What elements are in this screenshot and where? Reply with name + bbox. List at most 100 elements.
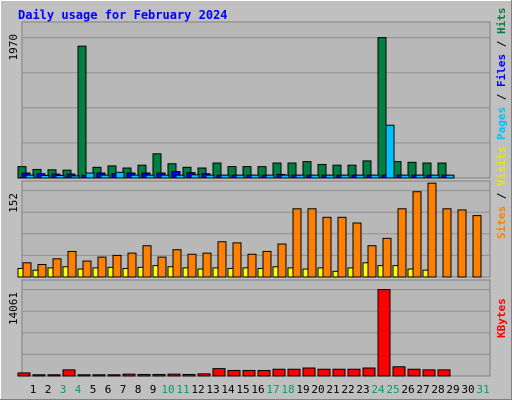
- bar-kbytes-day-24: [362, 367, 376, 377]
- bar-sites-day-28: [427, 182, 437, 278]
- x-tick-day-13: 13: [206, 383, 219, 396]
- x-tick-day-29: 29: [446, 383, 459, 396]
- panel-visits-sites: 152 Sites / Visits: [7, 146, 508, 278]
- bar-pages-day-10: [160, 174, 170, 179]
- bar-kbytes-day-27: [407, 368, 421, 377]
- y-max-label: 14061: [7, 292, 20, 325]
- bar-kbytes-day-17: [257, 369, 271, 377]
- bar-kbytes-day-10: [152, 373, 166, 377]
- bar-pages-day-14: [220, 174, 230, 179]
- bar-pages-day-1: [25, 174, 35, 179]
- bar-kbytes-day-5: [77, 374, 91, 377]
- bar-kbytes-day-7: [107, 374, 121, 377]
- y-max-label: 152: [7, 193, 20, 213]
- x-tick-day-15: 15: [236, 383, 249, 396]
- chart-panels: 1970 Pages / Files / Hits 152 Sites / Visit…: [7, 8, 508, 377]
- legend-entry: KBytes: [495, 298, 508, 338]
- x-tick-day-16: 16: [251, 383, 264, 396]
- bar-kbytes-day-11: [167, 373, 181, 377]
- bar-pages-day-5: [85, 172, 95, 179]
- bar-kbytes-day-2: [32, 374, 46, 377]
- bar-pages-day-25: [385, 124, 395, 179]
- bar-kbytes-day-15: [227, 369, 241, 377]
- bar-kbytes-day-22: [332, 368, 346, 377]
- bar-kbytes-day-18: [272, 368, 286, 377]
- bar-pages-day-13: [205, 174, 215, 179]
- bar-kbytes-day-19: [287, 368, 301, 377]
- bar-pages-day-24: [370, 174, 380, 179]
- bar-sites-day-26: [397, 208, 407, 278]
- bar-sites-day-30: [457, 209, 467, 278]
- x-tick-day-10: 10: [161, 383, 174, 396]
- bar-kbytes-day-6: [92, 374, 106, 377]
- x-tick-day-9: 9: [150, 383, 157, 396]
- x-tick-day-23: 23: [356, 383, 369, 396]
- bar-pages-day-21: [325, 174, 335, 179]
- legend-separator: /: [495, 186, 508, 206]
- bar-sites-day-14: [217, 241, 227, 278]
- bar-pages-day-9: [145, 174, 155, 179]
- bar-sites-day-1: [22, 262, 32, 278]
- bar-sites-day-13: [202, 252, 212, 278]
- bar-pages-day-12: [190, 174, 200, 179]
- x-tick-day-7: 7: [120, 383, 127, 396]
- bar-sites-day-9: [142, 245, 152, 278]
- bar-sites-day-6: [97, 256, 107, 278]
- x-tick-day-2: 2: [45, 383, 52, 396]
- bar-pages-day-23: [355, 174, 365, 179]
- x-tick-day-27: 27: [416, 383, 429, 396]
- panel-hits-files-pages: 1970 Pages / Files / Hits: [7, 8, 508, 179]
- bar-pages-day-19: [295, 174, 305, 179]
- bar-sites-day-19: [292, 208, 302, 278]
- bar-kbytes-day-25: [377, 289, 391, 377]
- x-axis-day-labels: 1 2 3 4 5 6 7 8 9 10 11 12 13 14 15 16 17 18 19 20 21 22 23 24 2…: [30, 383, 490, 396]
- bar-sites-day-24: [367, 245, 377, 278]
- bar-sites-day-25: [382, 237, 392, 278]
- x-tick-day-3: 3: [60, 383, 67, 396]
- x-tick-day-22: 22: [341, 383, 354, 396]
- bar-hits-day-5: [77, 45, 87, 179]
- x-tick-day-6: 6: [105, 383, 112, 396]
- bar-pages-day-17: [265, 174, 275, 179]
- bar-pages-day-15: [235, 174, 245, 179]
- bar-sites-day-18: [277, 243, 287, 278]
- bar-pages-day-18: [280, 174, 290, 179]
- bar-pages-day-20: [310, 174, 320, 179]
- bar-kbytes-day-12: [182, 373, 196, 377]
- legend-visits-sites: Sites / Visits: [495, 146, 508, 239]
- bar-sites-day-20: [307, 208, 317, 278]
- x-tick-day-18: 18: [281, 383, 294, 396]
- plot-area: [21, 279, 491, 377]
- legend-hits-files-pages: Pages / Files / Hits: [495, 8, 508, 141]
- bar-sites-day-3: [52, 258, 62, 278]
- x-tick-day-24: 24: [371, 383, 385, 396]
- bar-hits-day-25: [377, 37, 387, 179]
- legend-entry: Pages: [495, 107, 508, 140]
- bar-pages-day-22: [340, 174, 350, 179]
- bar-kbytes-day-4: [62, 369, 76, 377]
- x-tick-day-4: 4: [75, 383, 82, 396]
- bar-sites-day-12: [187, 253, 197, 278]
- bar-pages-day-29: [445, 174, 455, 179]
- bar-sites-day-2: [37, 263, 47, 278]
- plot-area: [21, 21, 491, 179]
- x-tick-day-28: 28: [431, 383, 444, 396]
- bar-kbytes-day-21: [317, 368, 331, 377]
- bar-sites-day-10: [157, 256, 167, 278]
- x-tick-day-1: 1: [30, 383, 37, 396]
- x-tick-day-25: 25: [386, 383, 399, 396]
- bar-kbytes-day-13: [197, 373, 211, 377]
- legend-kbytes: KBytes: [495, 298, 508, 338]
- bar-sites-day-7: [112, 254, 122, 278]
- bar-sites-day-15: [232, 242, 242, 278]
- x-tick-day-8: 8: [135, 383, 142, 396]
- bar-pages-day-2: [40, 175, 50, 179]
- bar-sites-day-11: [172, 249, 182, 278]
- panel-kbytes: 14061 KBytes: [7, 279, 508, 377]
- bar-pages-day-11: [175, 174, 185, 179]
- bar-kbytes-day-1: [17, 372, 31, 377]
- bar-sites-day-4: [67, 250, 77, 278]
- bar-kbytes-day-23: [347, 368, 361, 377]
- y-max-label: 1970: [7, 34, 20, 61]
